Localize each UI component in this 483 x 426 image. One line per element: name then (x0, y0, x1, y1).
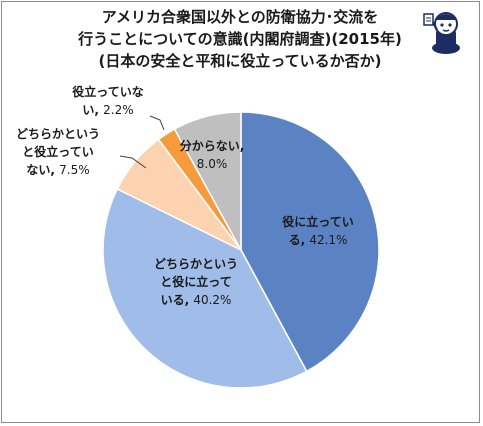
mascot-icon (423, 12, 460, 54)
slice-label-1-line-0: どちらかという (154, 257, 238, 271)
slice-value-4: 8.0% (197, 157, 228, 171)
slice-label-2-line-2: ない, 7.5% (26, 163, 89, 177)
pie-slice-0 (240, 111, 380, 373)
slice-label-0-line-1: る, 42.1% (289, 233, 348, 247)
slice-label-0-line-0: 役に立ってい (282, 214, 353, 229)
chart-title-line-3: (日本の安全と平和に役立っているか否か) (98, 52, 382, 70)
slice-value-1: 40.2% (193, 293, 231, 307)
slice-value-2: 7.5% (59, 163, 90, 177)
slice-label-2: どちらかというと役立っていない, 7.5% (16, 127, 100, 177)
chart-title-line-2: 行うことについての意識(内閣府調査)(2015年) (78, 30, 402, 48)
slice-label-1: どちらかというと役に立っている, 40.2% (154, 257, 238, 307)
slice-label-4: 分からない, 8.0% (180, 138, 245, 171)
slice-label-3: 役立っていない, 2.2% (72, 84, 143, 117)
pie-slice-1 (102, 187, 308, 389)
slice-label-3-line-0: 役立っていな (72, 84, 143, 99)
slice-label-2-line-1: と役立ってい (22, 144, 93, 159)
slice-label-0: 役に立っている, 42.1% (282, 214, 353, 247)
slice-label-1-line-1: と役に立って (160, 274, 231, 289)
chart-title-line-1: アメリカ合衆国以外との防衛協力･交流を (101, 8, 379, 26)
leader-line-3 (149, 115, 165, 131)
slice-value-3: 2.2% (103, 103, 134, 117)
leader-line-2 (119, 155, 147, 169)
slice-label-4-line-1: 8.0% (197, 157, 228, 171)
pie-slice-4 (173, 111, 242, 251)
slice-label-2-line-0: どちらかという (16, 127, 100, 141)
slice-label-3-line-1: い, 2.2% (82, 103, 133, 117)
slice-value-0: 42.1% (309, 233, 347, 247)
slice-label-1-line-2: いる, 40.2% (161, 293, 232, 307)
chart-title: アメリカ合衆国以外との防衛協力･交流を 行うことについての意識(内閣府調査)(2… (40, 6, 440, 72)
slice-label-4-line-0: 分からない, (180, 138, 245, 153)
